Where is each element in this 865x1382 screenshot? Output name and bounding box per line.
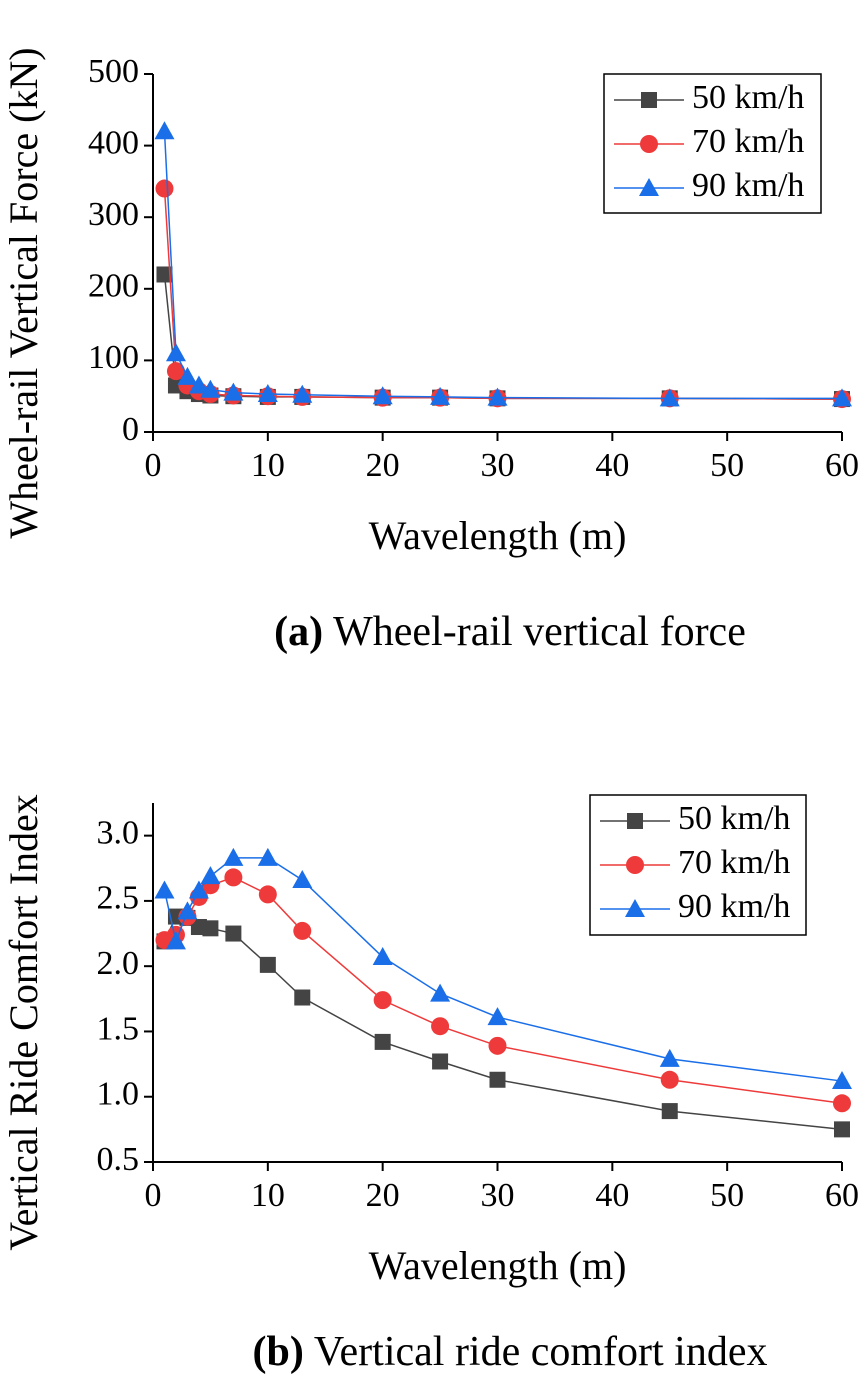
marker (488, 1036, 507, 1055)
caption-label: (b) (253, 1329, 304, 1375)
marker (188, 375, 209, 394)
y-tick-label: 0.5 (97, 1141, 140, 1178)
x-tick-label: 40 (595, 1177, 629, 1214)
y-tick-label: 1.0 (97, 1076, 140, 1113)
caption-text: Vertical ride comfort index (314, 1329, 768, 1375)
y-tick-label: 3.0 (97, 814, 140, 851)
legend-label: 50 km/h (678, 800, 790, 837)
y-tick-label: 1.5 (97, 1010, 140, 1047)
marker (640, 135, 658, 153)
marker (223, 382, 244, 401)
marker (625, 899, 645, 917)
legend-label: 90 km/h (678, 888, 790, 925)
marker (156, 266, 173, 283)
legend-label: 90 km/h (692, 167, 804, 204)
caption: (b) Vertical ride comfort index (253, 1329, 768, 1375)
marker (659, 1048, 680, 1067)
marker (372, 386, 393, 405)
caption-label: (a) (274, 609, 323, 655)
marker (177, 366, 198, 385)
x-tick-label: 30 (481, 447, 515, 484)
marker (224, 868, 243, 887)
y-axis-label: Vertical Ride Comfort Index (1, 794, 46, 1251)
marker (660, 1070, 679, 1089)
marker (431, 1017, 450, 1036)
y-axis-label: Wheel-rail Vertical Force (kN) (1, 47, 46, 538)
marker (372, 947, 393, 966)
marker (259, 956, 276, 973)
marker (258, 885, 277, 904)
marker (293, 921, 312, 940)
marker (200, 866, 221, 885)
marker (292, 870, 313, 889)
x-tick-label: 0 (145, 447, 162, 484)
marker (430, 983, 451, 1002)
x-tick-label: 10 (251, 447, 285, 484)
x-tick-label: 20 (366, 447, 400, 484)
y-tick-label: 0 (122, 411, 139, 448)
legend-box (589, 794, 807, 936)
x-tick-label: 60 (825, 447, 859, 484)
x-tick-label: 0 (145, 1177, 162, 1214)
marker (832, 388, 852, 407)
marker (661, 1103, 678, 1120)
caption-text: Wheel-rail vertical force (333, 609, 746, 655)
marker (294, 989, 311, 1006)
series-line (163, 274, 843, 400)
marker (202, 920, 219, 937)
marker (165, 343, 186, 362)
y-tick-label: 100 (88, 339, 139, 376)
x-axis-label: Wavelength (m) (369, 513, 627, 558)
marker (489, 1071, 506, 1088)
marker (166, 362, 185, 381)
marker (641, 92, 657, 108)
marker (292, 384, 313, 403)
y-tick-label: 400 (88, 124, 139, 161)
marker (627, 813, 643, 829)
y-tick-label: 2.0 (97, 945, 140, 982)
x-tick-label: 40 (595, 447, 629, 484)
legend-label: 50 km/h (692, 79, 804, 116)
marker (257, 384, 278, 403)
x-axis-label: Wavelength (m) (369, 1243, 627, 1288)
marker (487, 387, 508, 406)
marker (188, 880, 209, 899)
marker (257, 847, 278, 866)
x-tick-label: 50 (710, 447, 744, 484)
marker (154, 880, 175, 899)
x-tick-label: 50 (710, 1177, 744, 1214)
marker (626, 856, 644, 874)
marker (154, 121, 175, 140)
marker (487, 1007, 508, 1026)
series-line (163, 188, 843, 400)
legend-label: 70 km/h (678, 844, 790, 881)
marker (165, 931, 186, 950)
marker (223, 847, 244, 866)
x-tick-label: 20 (366, 1177, 400, 1214)
marker (432, 1053, 449, 1070)
y-tick-label: 500 (88, 53, 139, 90)
x-tick-label: 10 (251, 1177, 285, 1214)
marker (374, 1033, 391, 1050)
marker (177, 901, 198, 920)
x-tick-label: 60 (825, 1177, 859, 1214)
y-tick-label: 2.5 (97, 880, 140, 917)
marker (833, 1094, 851, 1113)
caption: (a) Wheel-rail vertical force (274, 609, 746, 655)
marker (200, 379, 221, 398)
marker (834, 1121, 850, 1138)
legend-label: 70 km/h (692, 123, 804, 160)
marker (430, 386, 451, 405)
marker (155, 179, 174, 198)
marker (639, 178, 659, 196)
marker (225, 925, 242, 942)
x-tick-label: 30 (481, 1177, 515, 1214)
marker (659, 388, 680, 407)
y-tick-label: 200 (88, 268, 139, 305)
y-tick-label: 300 (88, 196, 139, 233)
marker (373, 991, 392, 1010)
marker (832, 1071, 852, 1090)
